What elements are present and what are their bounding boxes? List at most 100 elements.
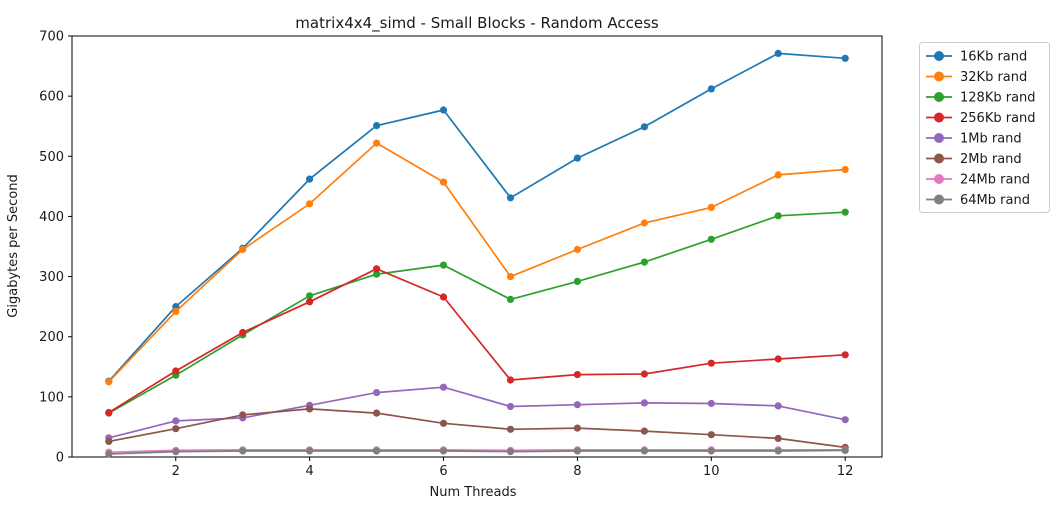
x-tick-label: 10: [703, 464, 720, 479]
legend-label: 256Kb rand: [960, 111, 1036, 126]
data-point-256kb-rand: [774, 355, 782, 363]
data-point-256kb-rand: [172, 367, 180, 375]
legend-label: 64Mb rand: [960, 193, 1030, 208]
data-point-256kb-rand: [640, 370, 649, 378]
data-point-1mb-rand: [506, 402, 515, 411]
data-point-1mb-rand: [640, 399, 649, 407]
chart-title: matrix4x4_simd - Small Blocks - Random A…: [295, 14, 659, 33]
data-point-32kb-rand: [573, 245, 582, 254]
legend-marker-icon: [934, 133, 944, 143]
data-point-32kb-rand: [707, 203, 715, 211]
legend-marker-icon: [934, 92, 944, 102]
y-tick-label: 500: [39, 150, 64, 165]
data-point-1mb-rand: [172, 417, 180, 425]
legend-label: 16Kb rand: [960, 50, 1027, 65]
data-point-32kb-rand: [306, 200, 314, 208]
data-point-128kb-rand: [506, 295, 515, 303]
y-tick-label: 700: [39, 30, 64, 45]
legend-item: 1Mb rand: [926, 132, 1022, 147]
data-point-128kb-rand: [439, 261, 448, 269]
plot-area: [105, 49, 849, 458]
legend: 16Kb rand 32Kb rand 128Kb rand 256Kb rand 1M…: [919, 42, 1050, 213]
x-tick-label: 2: [172, 464, 180, 479]
legend-marker-icon: [934, 174, 944, 184]
y-tick-label: 200: [39, 330, 64, 345]
data-point-128kb-rand: [306, 292, 314, 300]
legend-item: 32Kb rand: [926, 70, 1027, 85]
data-point-64mb-rand: [506, 448, 515, 456]
data-point-32kb-rand: [774, 171, 782, 179]
legend-marker-icon: [934, 194, 944, 205]
series-line-64mb-rand: [107, 449, 847, 455]
data-point-2mb-rand: [239, 411, 247, 419]
data-point-1mb-rand: [841, 416, 849, 424]
legend-item: 2Mb rand: [926, 152, 1022, 167]
data-point-256kb-rand: [373, 265, 381, 273]
data-point-1mb-rand: [573, 401, 582, 409]
legend-label: 2Mb rand: [960, 152, 1022, 167]
data-point-32kb-rand: [373, 139, 381, 147]
data-point-128kb-rand: [841, 208, 849, 216]
legend-label: 32Kb rand: [960, 70, 1027, 85]
y-tick-label: 600: [39, 90, 64, 105]
data-point-2mb-rand: [373, 409, 381, 417]
data-point-1mb-rand: [774, 402, 782, 410]
legend-marker-icon: [934, 71, 944, 82]
data-point-1mb-rand: [707, 399, 715, 408]
legend-marker-icon: [934, 112, 944, 123]
y-tick-label: 100: [39, 390, 64, 405]
axes: 0 100 200 300 400 500 600 700 2 4 6 8 10 12: [39, 30, 853, 480]
data-point-64mb-rand: [373, 447, 381, 455]
data-point-16kb-rand: [774, 49, 782, 58]
data-point-256kb-rand: [105, 408, 113, 417]
data-point-128kb-rand: [707, 235, 715, 243]
legend-item: 256Kb rand: [926, 111, 1036, 126]
data-point-128kb-rand: [640, 258, 649, 266]
data-point-64mb-rand: [573, 447, 582, 455]
data-point-2mb-rand: [774, 434, 782, 442]
legend-label: 128Kb rand: [960, 91, 1036, 106]
y-tick-label: 0: [56, 451, 64, 466]
series-line-16kb-rand: [107, 52, 847, 383]
series-line-24mb-rand: [107, 448, 847, 454]
data-point-256kb-rand: [439, 293, 448, 301]
x-tick-label: 12: [837, 464, 854, 479]
data-point-16kb-rand: [373, 122, 381, 130]
data-point-32kb-rand: [640, 219, 649, 227]
data-point-1mb-rand: [439, 383, 448, 391]
y-tick-label: 300: [39, 270, 64, 285]
series-line-128kb-rand: [107, 211, 847, 414]
data-point-1mb-rand: [373, 389, 381, 397]
data-point-256kb-rand: [707, 359, 715, 367]
legend-marker-icon: [934, 51, 944, 61]
x-tick-label: 8: [573, 464, 581, 479]
series-line-32kb-rand: [107, 142, 847, 383]
data-point-256kb-rand: [239, 328, 247, 337]
data-point-128kb-rand: [774, 212, 782, 220]
x-axis-label: Num Threads: [430, 485, 517, 500]
legend-item: 128Kb rand: [926, 91, 1036, 106]
data-point-2mb-rand: [506, 425, 515, 433]
data-point-16kb-rand: [640, 123, 649, 131]
data-point-16kb-rand: [573, 154, 582, 162]
data-point-64mb-rand: [439, 447, 448, 455]
data-point-256kb-rand: [841, 351, 849, 359]
data-point-128kb-rand: [573, 277, 582, 285]
data-point-128kb-rand: [373, 270, 381, 278]
data-point-64mb-rand: [105, 450, 113, 458]
legend-marker-icon: [934, 153, 944, 164]
data-point-256kb-rand: [306, 298, 314, 306]
legend-item: 64Mb rand: [926, 193, 1030, 208]
data-point-2mb-rand: [707, 431, 715, 439]
legend-box: [919, 42, 1050, 213]
data-point-32kb-rand: [439, 178, 448, 186]
series-line-1mb-rand: [107, 386, 847, 439]
data-point-64mb-rand: [239, 447, 247, 455]
legend-item: 16Kb rand: [926, 50, 1027, 65]
data-point-2mb-rand: [640, 427, 649, 435]
x-tick-label: 4: [306, 464, 314, 479]
data-point-2mb-rand: [105, 437, 113, 445]
data-point-16kb-rand: [707, 85, 715, 93]
